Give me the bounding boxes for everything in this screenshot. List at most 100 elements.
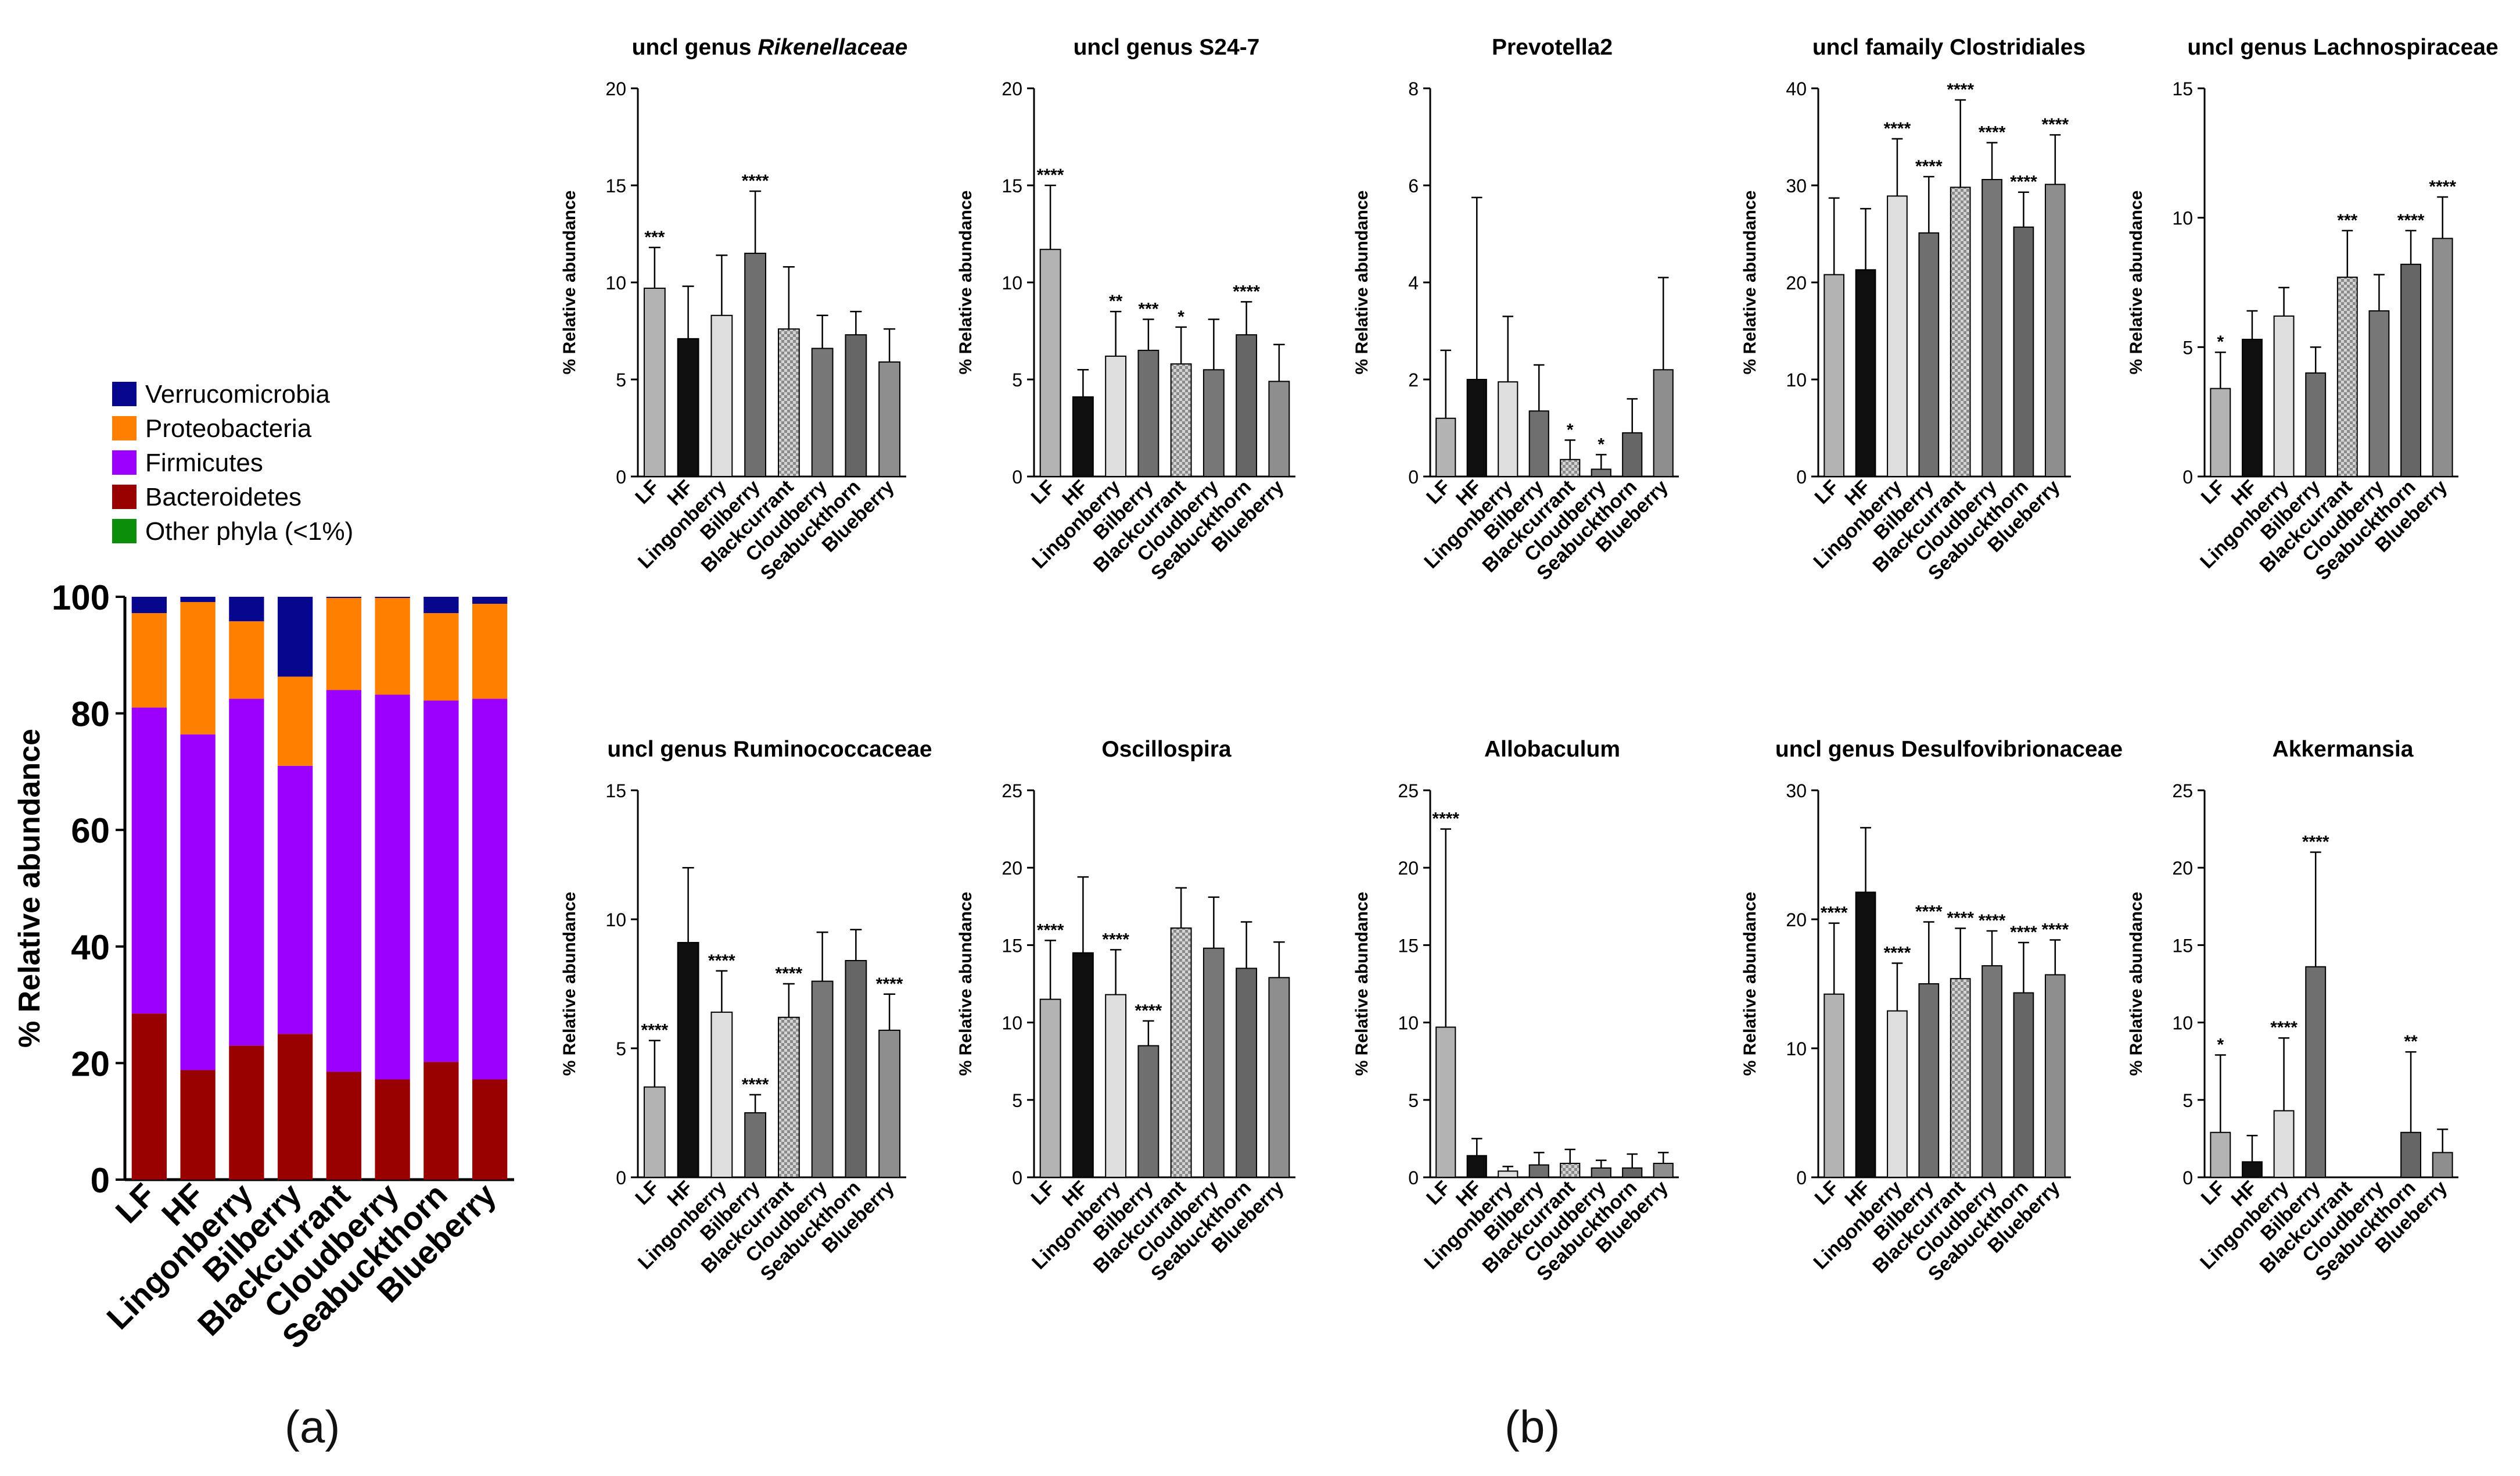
y-tick-label: 0: [91, 1161, 110, 1200]
bar: [1622, 1167, 1643, 1178]
stack-segment-firmicutes: [180, 734, 216, 1070]
significance-marker: ****: [1135, 1001, 1162, 1020]
significance-marker: ****: [1432, 809, 1459, 829]
stack-segment-bacteroidetes: [326, 1072, 362, 1180]
bar: [2210, 388, 2231, 477]
y-axis-label: % Relative abundance: [1740, 892, 1760, 1076]
stack-segment-proteobacteria: [131, 613, 167, 708]
stack-segment-bacteroidetes: [277, 1034, 313, 1180]
significance-marker: ****: [2270, 1018, 2298, 1037]
bar: [777, 328, 800, 477]
bar: [677, 338, 699, 477]
y-tick-label: 10: [2172, 208, 2193, 229]
significance-marker: ***: [2337, 211, 2357, 230]
y-tick-label: 10: [1786, 370, 1807, 391]
bar: [1528, 1164, 1549, 1178]
significance-marker: ****: [776, 964, 803, 983]
chart-title-text: uncl genus: [632, 35, 758, 60]
bar: [1950, 978, 1971, 1178]
bar: [1528, 410, 1549, 478]
y-tick-label: 10: [605, 909, 626, 930]
bar: [1498, 381, 1519, 477]
y-axis-label: % Relative abundance: [1740, 191, 1760, 375]
y-tick-label: 15: [1398, 935, 1419, 956]
bar: [1591, 1167, 1611, 1178]
y-axis-label: % Relative abundance: [956, 892, 975, 1076]
chart-title-text: uncl genus Ruminococcaceae: [607, 737, 932, 762]
x-tick-label: LF: [2197, 476, 2230, 508]
bar: [1105, 355, 1127, 477]
y-tick-label: 30: [1786, 175, 1807, 196]
bar: [1855, 891, 1876, 1178]
chart-title: uncl genus Ruminococcaceae: [607, 737, 932, 762]
legend-label: Other phyla (<1%): [145, 517, 353, 546]
stack-segment-verrucomicrobia: [229, 597, 264, 622]
bar: [1560, 458, 1581, 478]
bar-chart-5: uncl genus Lachnospiraceae % Relative abu…: [2127, 35, 2499, 585]
y-tick-label: 5: [616, 370, 626, 391]
bar: [1855, 269, 1876, 477]
bar: [1039, 249, 1061, 477]
bar: [1268, 977, 1290, 1178]
significance-marker: **: [2404, 1032, 2418, 1051]
significance-marker: ****: [1915, 157, 1943, 176]
y-tick-label: 25: [1001, 780, 1022, 801]
bar: [1202, 369, 1225, 477]
chart-title-text: Akkermansia: [2273, 737, 2414, 762]
bar: [1170, 927, 1192, 1178]
bar: [2013, 992, 2034, 1178]
x-tick-label: LF: [1422, 476, 1455, 508]
bar: [1435, 1026, 1456, 1178]
significance-marker: ****: [2010, 173, 2037, 192]
y-tick-label: 0: [2182, 1167, 2193, 1188]
bar: [1137, 1045, 1160, 1178]
y-tick-label: 10: [605, 273, 626, 293]
bar: [1887, 195, 1908, 477]
stack-segment-firmicutes: [277, 765, 313, 1034]
bar: [2336, 277, 2358, 477]
legend-label: Firmicutes: [145, 449, 263, 477]
stack-segment-proteobacteria: [326, 598, 362, 690]
x-tick-label: LF: [1027, 476, 1060, 508]
bar: [744, 1112, 767, 1178]
y-tick-label: 8: [1408, 78, 1419, 99]
bar: [2044, 974, 2066, 1178]
y-tick-label: 25: [2172, 780, 2193, 801]
bar: [1039, 998, 1061, 1178]
significance-marker: ****: [2041, 920, 2069, 940]
significance-marker: ****: [2302, 833, 2329, 852]
y-tick-label: 15: [2172, 935, 2193, 956]
y-axis-label: % Relative abundance: [560, 191, 579, 375]
y-tick-label: 5: [616, 1038, 626, 1059]
bar: [845, 960, 867, 1178]
legend-label: Verrucomicrobia: [145, 380, 330, 409]
bar: [1435, 417, 1456, 477]
y-tick-label: 0: [1012, 467, 1022, 488]
y-tick-label: 20: [1398, 858, 1419, 879]
stack-segment-proteobacteria: [423, 613, 459, 701]
stack-segment-bacteroidetes: [229, 1045, 264, 1180]
y-tick-label: 0: [1796, 467, 1807, 488]
bar: [2368, 310, 2390, 478]
chart-title: Akkermansia: [2273, 737, 2414, 762]
y-axis-label: % Relative abundance: [13, 729, 46, 1048]
legend-label: Proteobacteria: [145, 414, 312, 443]
significance-marker: ****: [1947, 909, 1974, 928]
y-tick-label: 10: [1398, 1013, 1419, 1034]
bar: [777, 1016, 800, 1178]
significance-marker: *: [1178, 307, 1184, 327]
y-axis-label: % Relative abundance: [1352, 191, 1372, 375]
stack-segment-proteobacteria: [375, 598, 410, 695]
bar: [2242, 1161, 2263, 1178]
chart-title-text: uncl genus Lachnospiraceae: [2187, 35, 2498, 60]
y-tick-label: 0: [1408, 467, 1419, 488]
significance-marker: ****: [1884, 119, 1911, 138]
y-tick-label: 0: [1796, 1167, 1807, 1188]
bar: [643, 288, 666, 477]
bar: [1072, 952, 1094, 1178]
x-tick-label: LF: [1422, 1177, 1455, 1209]
y-tick-label: 6: [1408, 175, 1419, 196]
y-tick-label: 15: [605, 175, 626, 196]
stack-segment-firmicutes: [131, 707, 167, 1014]
